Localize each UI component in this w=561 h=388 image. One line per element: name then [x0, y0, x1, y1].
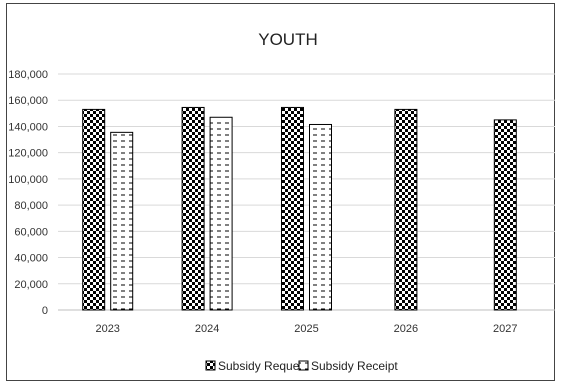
legend: Subsidy Request Subsidy Receipt [205, 359, 398, 373]
legend-swatch-subsidy-request [205, 360, 216, 371]
y-tick-label: 140,000 [8, 121, 48, 133]
bar-subsidy-receipt-2023 [110, 131, 134, 311]
bars [82, 106, 517, 311]
y-tick-label: 120,000 [8, 148, 48, 160]
bar-subsidy-request-2027 [493, 119, 517, 311]
chart-title: YOUTH [258, 30, 318, 49]
x-tick-label: 2026 [394, 323, 418, 335]
y-tick-label: 180,000 [8, 69, 48, 81]
legend-label-subsidy-request: Subsidy Request [218, 359, 309, 373]
bar-subsidy-receipt-2025 [309, 123, 332, 311]
y-axis-ticks: 0 20,000 40,000 60,000 80,000 100,000 120,000 1… [8, 69, 48, 317]
y-tick-label: 80,000 [14, 200, 48, 212]
x-tick-label: 2025 [294, 323, 318, 335]
legend-swatch-subsidy-receipt [298, 360, 309, 371]
bar-subsidy-request-2026 [394, 108, 418, 311]
x-tick-label: 2023 [95, 323, 119, 335]
y-tick-label: 60,000 [14, 226, 48, 238]
legend-label-subsidy-receipt: Subsidy Receipt [311, 359, 398, 373]
x-tick-label: 2027 [493, 323, 517, 335]
y-tick-label: 160,000 [8, 95, 48, 107]
x-axis-ticks: 2023 2024 2025 2026 2027 [95, 323, 517, 335]
bar-subsidy-request-2025 [281, 106, 304, 311]
y-tick-label: 0 [42, 305, 48, 317]
y-tick-label: 20,000 [14, 279, 48, 291]
x-tick-label: 2024 [195, 323, 219, 335]
bar-subsidy-receipt-2024 [209, 116, 233, 311]
y-tick-label: 100,000 [8, 174, 48, 186]
bar-subsidy-request-2023 [82, 108, 106, 311]
bar-subsidy-request-2024 [181, 106, 205, 311]
gridlines [58, 73, 555, 311]
y-tick-label: 40,000 [14, 253, 48, 265]
